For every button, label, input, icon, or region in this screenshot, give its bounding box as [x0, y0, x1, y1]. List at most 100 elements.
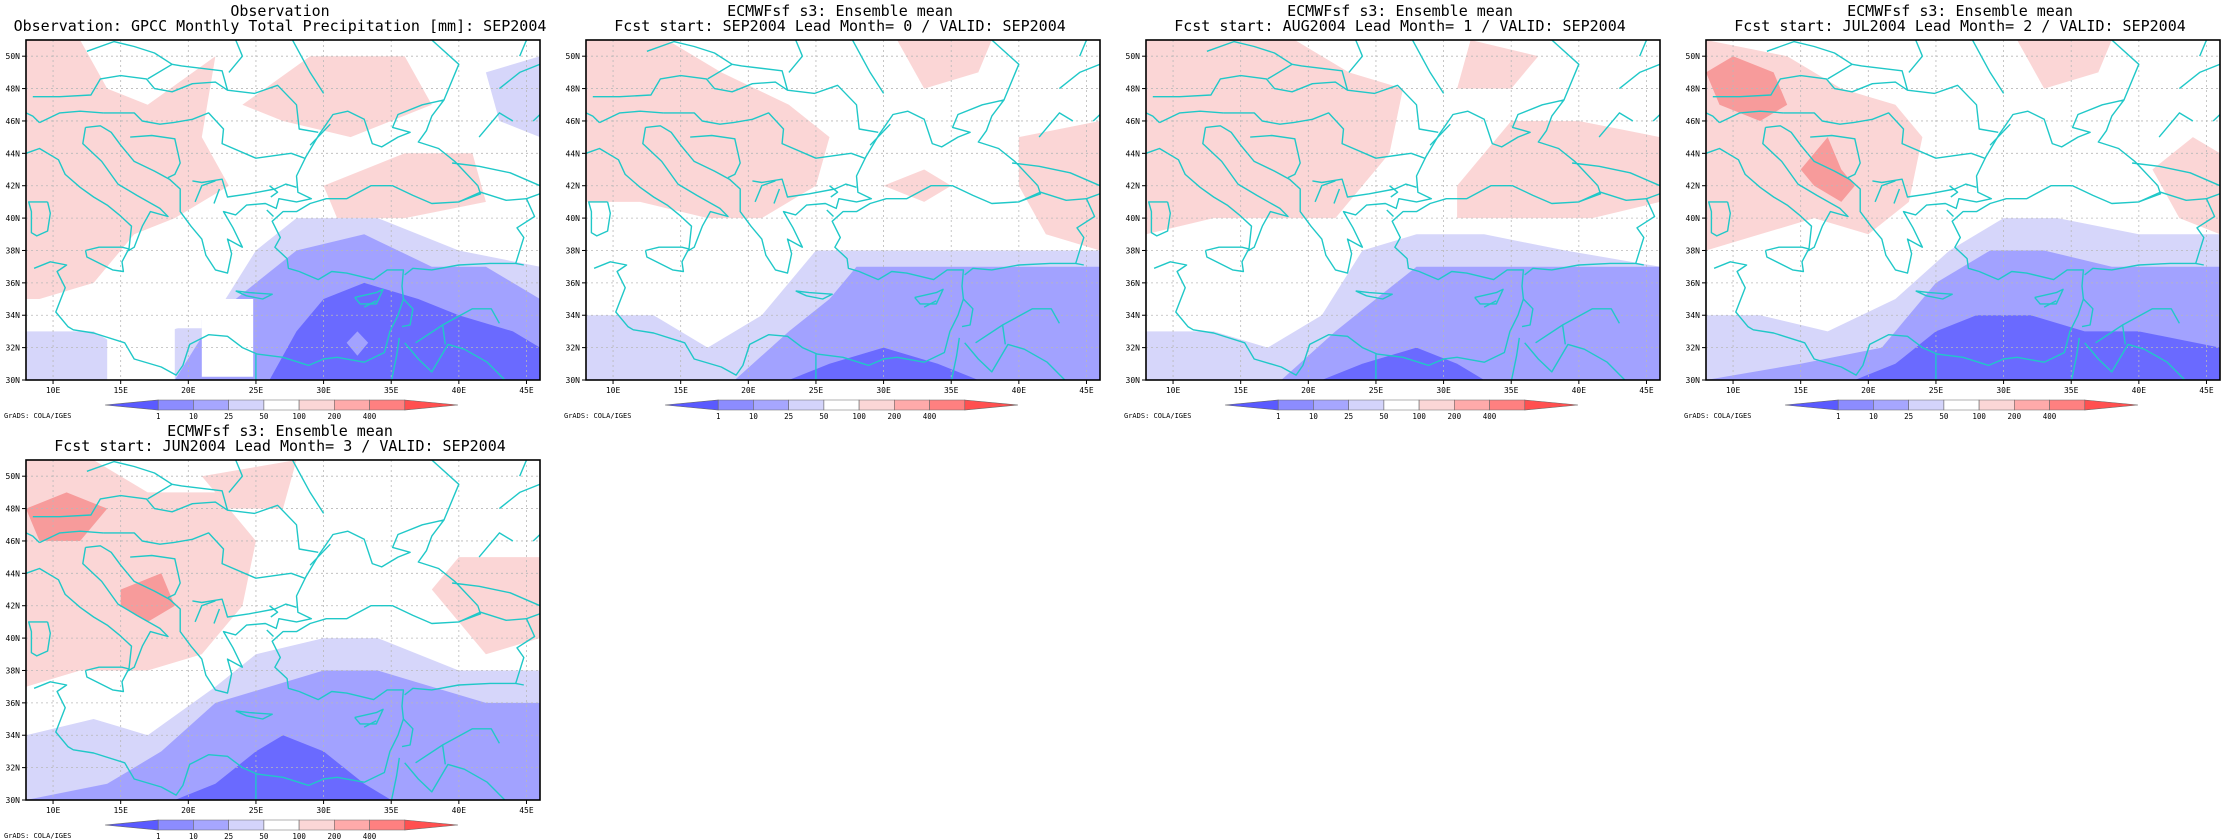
coastline: [752, 178, 857, 198]
lat-tick-label: 40N: [1126, 214, 1141, 223]
lat-tick-label: 32N: [1126, 344, 1141, 353]
light-red-precip-region: [242, 56, 432, 138]
legend-swatch: [263, 819, 300, 831]
lat-tick-label: 38N: [6, 246, 21, 255]
legend-label: 100: [292, 412, 306, 420]
coastline: [1001, 324, 1006, 345]
panel-map: 10E 15E 20E 25E 30E 35E 40E 45E 30N 32N 34N 36N 38N 4…: [1686, 39, 2221, 420]
coastline: [269, 185, 279, 198]
lat-tick-label: 50N: [6, 472, 21, 481]
coastline: [2111, 40, 2140, 101]
lat-tick-label: 48N: [566, 85, 581, 94]
lon-tick-label: 30E: [876, 386, 891, 395]
map-panel: 10E 15E 20E 25E 30E 35E 40E 45E 30N 32N 34N 36N 38N 4…: [560, 0, 1120, 420]
coastline: [586, 127, 729, 252]
lat-tick-label: 34N: [1126, 311, 1141, 320]
legend-label: 25: [224, 832, 233, 840]
coastline: [28, 201, 51, 237]
coastline: [26, 547, 169, 672]
lon-tick-label: 30E: [1436, 386, 1451, 395]
lat-tick-label: 42N: [6, 182, 21, 191]
lat-tick-label: 48N: [6, 85, 21, 94]
lat-tick-label: 36N: [1686, 279, 1701, 288]
coastline: [291, 460, 325, 514]
legend-swatch: [263, 399, 300, 411]
coastline: [991, 40, 1020, 101]
lat-tick-label: 36N: [6, 279, 21, 288]
coastline: [2132, 162, 2220, 187]
coastline: [235, 710, 273, 720]
coastline: [228, 460, 244, 493]
lat-tick-label: 38N: [1686, 246, 1701, 255]
light-red-precip-region: [1146, 40, 1403, 235]
legend-label: 10: [749, 412, 759, 420]
coastline: [404, 762, 506, 800]
panel-map: 10E 15E 20E 25E 30E 35E 40E 45E 30N 32N 34N 36N 38N 4…: [566, 39, 1101, 420]
legend-swatch: [1418, 399, 1455, 411]
coastline: [390, 337, 400, 380]
coastline: [588, 201, 611, 237]
lat-tick-label: 42N: [1686, 182, 1701, 191]
coastline: [1783, 112, 1985, 159]
coastline: [1524, 342, 1626, 380]
coastline: [1267, 63, 1349, 91]
lon-tick-label: 15E: [1233, 386, 1248, 395]
coastline: [1652, 113, 1660, 122]
grads-credit: GrADS: COLA/IGES: [1684, 412, 1752, 420]
coastline: [269, 605, 279, 618]
lon-tick-label: 20E: [1861, 386, 1876, 395]
legend-label: 400: [923, 412, 937, 420]
legend-label: 1: [1276, 412, 1281, 420]
coastline: [309, 123, 331, 146]
legend-label: 200: [1448, 412, 1462, 420]
coastline: [1092, 113, 1100, 122]
coastline: [213, 188, 221, 204]
coastline: [1915, 290, 1953, 300]
coastline: [1355, 290, 1393, 300]
lon-tick-label: 10E: [46, 386, 61, 395]
coastline: [39, 110, 104, 124]
light-red-precip-region: [26, 40, 229, 299]
coastline: [644, 246, 690, 273]
lat-tick-label: 50N: [6, 52, 21, 61]
coastline: [32, 494, 319, 553]
lat-tick-label: 40N: [1686, 214, 1701, 223]
coastline: [498, 63, 540, 90]
coastline: [1706, 127, 1849, 252]
coastline: [1075, 193, 1100, 264]
lon-tick-label: 20E: [181, 386, 196, 395]
coastline: [1618, 63, 1660, 90]
coastline: [1639, 40, 1648, 57]
coastline: [1712, 74, 1999, 133]
coastline: [1572, 162, 1660, 187]
panel-subtitle: Fcst start: JUN2004 Lead Month= 3 / VALI…: [54, 437, 506, 455]
lat-tick-label: 30N: [6, 376, 21, 385]
light-red-precip-region: [586, 40, 830, 219]
coastline: [515, 613, 540, 684]
lat-tick-label: 48N: [1126, 85, 1141, 94]
lon-tick-label: 40E: [1012, 386, 1027, 395]
lat-tick-label: 34N: [566, 311, 581, 320]
lat-tick-label: 36N: [6, 699, 21, 708]
missing-data-area: [201, 299, 254, 377]
legend-label: 400: [2043, 412, 2057, 420]
legend-swatch: [333, 399, 370, 411]
coastline: [1810, 134, 1861, 179]
dark-blue-precip-region: [788, 347, 979, 380]
lon-tick-label: 45E: [1639, 386, 1654, 395]
coastline: [1250, 134, 1301, 179]
legend-swatch: [404, 399, 459, 411]
legend-swatch: [1224, 399, 1279, 411]
coastline: [2081, 298, 2094, 328]
coastline: [291, 40, 325, 94]
lon-tick-label: 10E: [1726, 386, 1741, 395]
legend-label: 1: [156, 832, 161, 840]
coastline: [404, 682, 524, 696]
coastline: [593, 99, 1042, 376]
coastline: [478, 112, 514, 138]
coastline: [586, 112, 600, 124]
lat-tick-label: 44N: [1126, 149, 1141, 158]
coastline: [1389, 185, 1399, 198]
legend-label: 200: [2008, 412, 2022, 420]
lon-tick-label: 15E: [113, 386, 128, 395]
